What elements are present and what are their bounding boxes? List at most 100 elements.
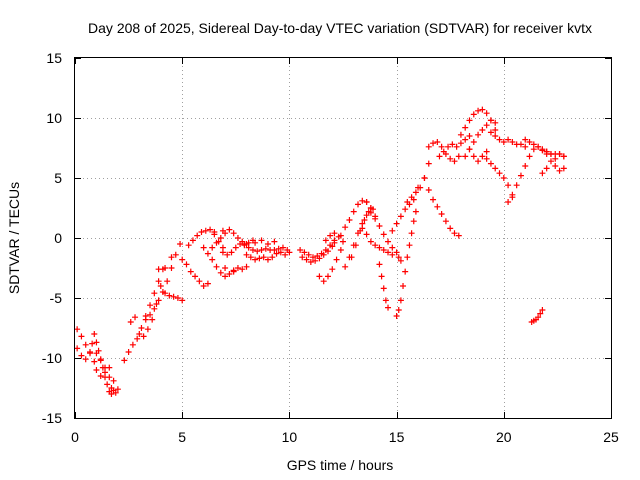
data-point	[93, 339, 100, 346]
data-point	[361, 217, 368, 223]
series-arc-25	[359, 225, 396, 258]
data-point	[417, 184, 424, 191]
data-point	[453, 143, 460, 150]
data-point	[397, 297, 404, 304]
data-point	[535, 314, 542, 321]
series-arc-26	[363, 199, 404, 264]
data-point	[170, 293, 177, 300]
data-point	[211, 229, 218, 235]
data-point	[162, 265, 169, 271]
data-point	[247, 254, 254, 261]
data-point	[483, 110, 490, 117]
data-point	[560, 153, 567, 160]
data-point	[342, 224, 349, 231]
data-point	[151, 305, 158, 312]
data-point	[132, 314, 139, 321]
data-point	[492, 119, 499, 126]
data-point	[239, 266, 246, 273]
data-point	[196, 278, 203, 285]
x-tick-label: 10	[282, 429, 298, 445]
data-point	[389, 251, 396, 258]
data-point	[337, 247, 344, 253]
x-tick-labels: 0 5 10 15 20 25	[71, 429, 619, 445]
data-point	[198, 229, 205, 235]
data-point	[348, 254, 355, 261]
data-point	[258, 237, 265, 244]
data-point	[309, 254, 316, 261]
data-point	[264, 241, 271, 247]
data-point	[517, 141, 524, 148]
data-point	[125, 349, 132, 355]
data-point	[219, 249, 226, 256]
data-point	[372, 242, 379, 249]
data-point	[389, 227, 396, 234]
data-point	[509, 139, 516, 145]
data-point	[475, 158, 482, 165]
data-point	[402, 206, 409, 213]
data-point	[249, 247, 256, 253]
data-point	[329, 243, 336, 250]
data-point	[82, 341, 89, 348]
data-point	[213, 263, 220, 270]
data-point	[475, 107, 482, 114]
y-tick-label: 15	[46, 50, 62, 66]
data-point	[177, 241, 184, 247]
data-point	[372, 213, 379, 220]
data-point	[397, 213, 404, 220]
data-point	[342, 263, 349, 270]
data-point	[241, 241, 248, 247]
data-point	[365, 208, 372, 215]
data-point	[271, 238, 278, 245]
data-point	[324, 248, 331, 255]
axis-ticks	[75, 58, 612, 419]
data-point	[483, 122, 490, 129]
series-arc-04	[121, 266, 166, 364]
series-arc-08	[155, 266, 162, 273]
data-point	[82, 356, 89, 363]
data-point	[363, 231, 370, 238]
series-arc-36	[466, 146, 490, 165]
series-arc-34	[457, 106, 499, 138]
data-point	[445, 143, 452, 150]
data-point	[307, 259, 314, 265]
series-arc-23	[342, 209, 379, 270]
data-point	[264, 256, 271, 263]
data-point	[479, 127, 486, 133]
data-point	[108, 391, 115, 397]
data-point	[209, 256, 216, 263]
data-point	[99, 364, 106, 371]
data-point	[408, 194, 415, 201]
data-point	[303, 256, 310, 263]
data-point	[200, 283, 207, 289]
y-tick-label: 0	[54, 230, 62, 246]
data-point	[275, 245, 282, 252]
data-point	[552, 163, 559, 169]
data-point	[393, 313, 400, 319]
data-point	[436, 153, 443, 160]
data-point	[164, 278, 171, 285]
x-axis-label: GPS time / hours	[287, 457, 394, 473]
data-point	[385, 304, 392, 311]
data-point	[376, 244, 383, 251]
data-point	[350, 208, 357, 215]
data-point	[322, 237, 329, 244]
data-point	[277, 249, 284, 256]
data-point	[367, 205, 374, 211]
data-point	[97, 356, 104, 363]
y-tick-label: 5	[54, 170, 62, 186]
data-point	[526, 139, 533, 145]
data-point	[517, 172, 524, 179]
y-tick-label: -10	[42, 350, 62, 366]
data-point	[438, 143, 445, 150]
series-arc-33	[436, 133, 473, 160]
data-point	[462, 136, 469, 143]
data-point	[449, 141, 456, 148]
data-point	[144, 326, 151, 333]
data-point	[245, 244, 252, 251]
data-point	[412, 208, 419, 215]
data-point	[286, 249, 293, 256]
series-arc-09	[179, 256, 211, 289]
data-point	[455, 232, 462, 239]
data-point	[395, 307, 402, 313]
series-arc-41	[539, 158, 567, 177]
